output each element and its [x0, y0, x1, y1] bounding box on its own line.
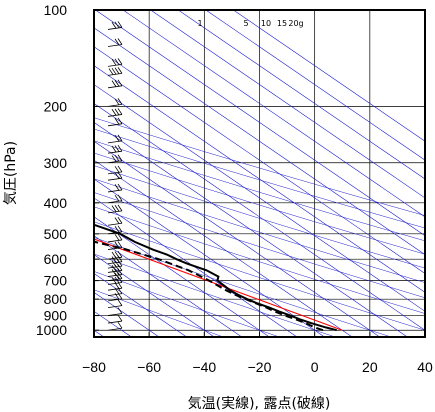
y-tick-label: 900 [44, 308, 68, 324]
isotherm-line [95, 10, 425, 237]
wind-barb [107, 255, 123, 265]
wind-barb [107, 321, 123, 331]
isotherm-line [94, 273, 187, 337]
adiabat-line [94, 206, 425, 314]
adiabat-line [94, 253, 336, 337]
wind-barb [107, 183, 123, 193]
y-tick-label: 1000 [36, 322, 67, 338]
isotherm-line [178, 10, 425, 180]
wind-barb [107, 58, 123, 67]
adiabat-line [94, 178, 425, 283]
wind-barb [107, 21, 123, 30]
wind-barb [107, 38, 123, 47]
adiabat-line [94, 128, 425, 229]
wind-barb [107, 194, 123, 204]
wind-barbs [107, 10, 123, 331]
wind-barb [107, 154, 123, 164]
wind-barb [108, 10, 111, 11]
wind-barb [107, 307, 123, 316]
y-tick-label: 300 [44, 155, 68, 171]
wind-barb [107, 314, 123, 324]
isotherm-line [233, 10, 425, 142]
wind-barb [107, 117, 123, 127]
wind-barb [107, 171, 123, 181]
isotherm-line [94, 235, 242, 337]
profiles [94, 223, 337, 332]
x-axis-title: 気温(実線), 露点(破線) [188, 396, 331, 412]
mixing-ratio-label: 5 [243, 19, 248, 28]
adiabat-line [94, 289, 224, 337]
isotherm-line [94, 197, 298, 337]
isotherm-line [122, 10, 425, 218]
isotherm-line [94, 121, 408, 337]
adiabat-line [94, 117, 425, 216]
wind-barb [107, 79, 123, 89]
adiabat-line [94, 152, 425, 255]
wind-barb [107, 233, 123, 243]
wind-barb [107, 276, 123, 285]
y-tick-label: 800 [44, 291, 68, 307]
wind-barb [107, 204, 123, 214]
wind-barb [107, 134, 123, 144]
x-tick-label: −60 [137, 359, 161, 375]
y-tick-label: 200 [44, 98, 68, 114]
wind-barb [107, 216, 123, 226]
wind-barb [107, 144, 123, 154]
reference-line-segment [94, 238, 343, 331]
mixing-ratio-labels: 1 5 10 15 20g [197, 19, 303, 28]
isotherm-line [94, 216, 270, 337]
wind-barb [107, 292, 123, 302]
y-tick-label: 500 [44, 226, 68, 242]
y-axis-title: 気圧(hPa) [3, 141, 19, 205]
adiabat-line [94, 192, 425, 299]
isotherm-line [150, 10, 425, 199]
isotherm-line [94, 178, 325, 337]
x-tick-label: −40 [192, 359, 216, 375]
wind-barb [107, 259, 123, 269]
x-axis-ticks: −80 −60 −40 −20 0 20 40 [82, 332, 433, 375]
adiabat-line [94, 165, 425, 269]
isotherm-line [94, 103, 425, 331]
wind-barb [107, 264, 123, 273]
wind-barb [107, 108, 123, 117]
wind-barb [107, 299, 123, 309]
mixing-ratio-label: 20g [288, 19, 303, 28]
adiabat-line [94, 271, 280, 337]
adiabat-line [94, 140, 425, 242]
temperature-line [94, 223, 337, 332]
isotherm-line [94, 65, 425, 293]
wind-barb [107, 67, 123, 76]
wind-barb [107, 98, 123, 107]
y-tick-label: 700 [44, 273, 68, 289]
isotherm-line [94, 140, 380, 337]
isotherm-line [205, 10, 425, 161]
wind-barb [107, 268, 123, 277]
x-tick-label: 40 [417, 359, 433, 375]
isotherm-line [94, 27, 425, 255]
isotherm-line [94, 254, 215, 337]
mixing-ratio-label: 1 [197, 19, 202, 28]
mixing-ratio-label: 10 [261, 19, 271, 28]
x-tick-label: 20 [362, 359, 378, 375]
dewpoint-line [94, 240, 324, 332]
isotherm-line [94, 84, 425, 312]
x-tick-label: −80 [82, 359, 106, 375]
adiabat-line [94, 221, 425, 331]
y-tick-label: 600 [44, 251, 68, 267]
gridlines [93, 9, 426, 337]
reference-line [94, 238, 343, 331]
y-tick-label: 400 [44, 195, 68, 211]
x-tick-label: 0 [311, 359, 319, 375]
wind-barb [107, 250, 123, 260]
y-tick-label: 100 [44, 2, 68, 18]
x-tick-label: −20 [248, 359, 272, 375]
skewed-isotherms [94, 10, 425, 337]
isotherm-line [94, 292, 160, 337]
mixing-ratio-label: 15 [277, 19, 287, 28]
